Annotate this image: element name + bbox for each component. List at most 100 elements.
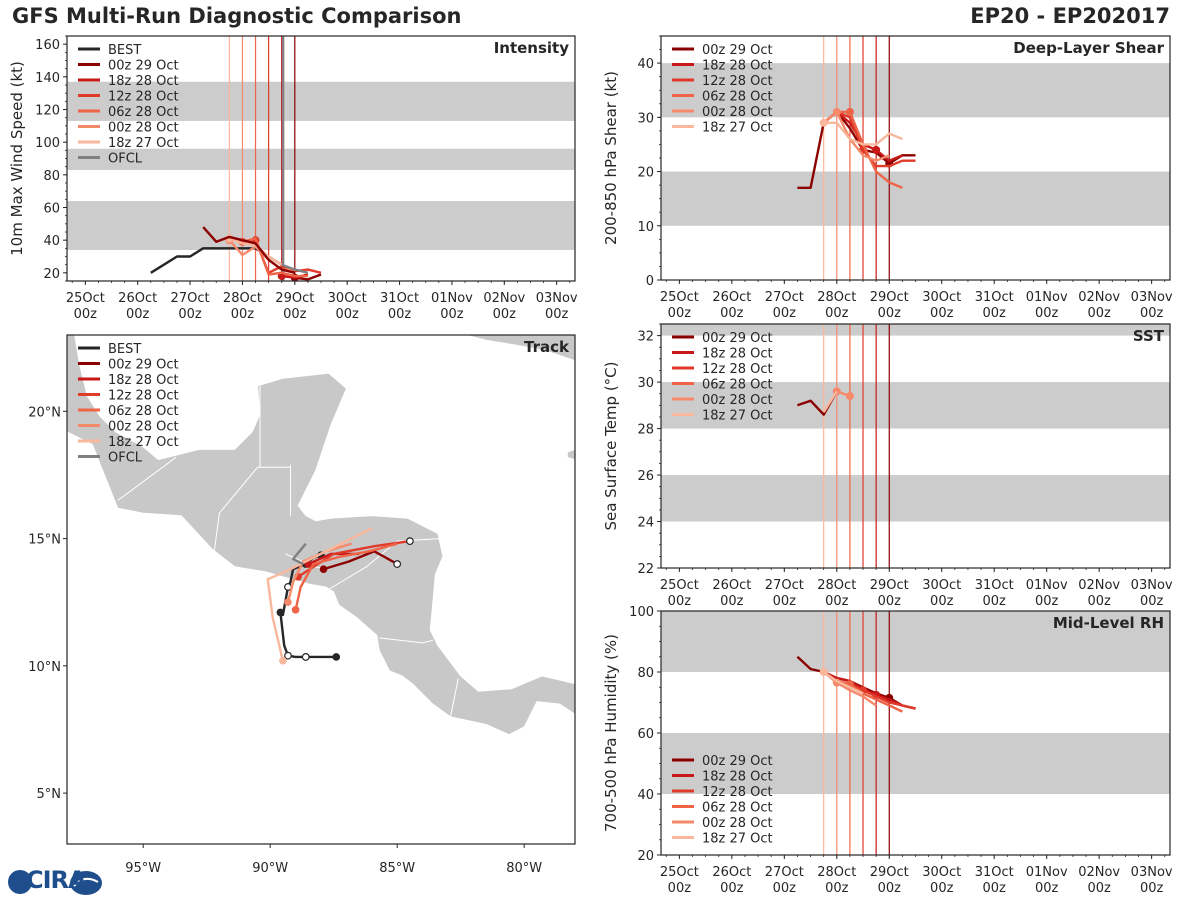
y-tick-label: 160 [35,38,60,53]
panel-frame [660,35,1171,281]
x-tick-label: 03Nov [1131,865,1173,880]
x-tick-label: 00z [720,881,744,896]
x-tick-label: 28Oct [817,578,856,593]
legend-label: 00z 29 Oct [702,754,773,769]
x-tick-label: 00z [983,306,1007,321]
x-tick-label: 00z [440,307,464,322]
x-tick-label: 00z [668,306,692,321]
series-line [281,263,309,274]
y-axis-label: 10m Max Wind Speed (kt) [8,61,26,256]
series-marker [872,145,881,154]
track-line [323,550,398,571]
figure-title: GFS Multi-Run Diagnostic Comparison [12,4,462,28]
x-tick-label: 31Oct [975,578,1014,593]
shaded-band [67,81,575,121]
x-tick-label: 31Oct [380,291,419,306]
x-tick-label: 00z [773,881,797,896]
border-line [213,466,291,552]
shaded-band [661,324,1170,336]
track-point [319,565,328,573]
shaded-band [661,171,1170,226]
x-tick-label: 01Nov [1026,290,1068,305]
legend-label: 18z 28 Oct [702,59,773,74]
y-tick-label: 0 [646,274,654,289]
x-tick-label: 28Oct [817,290,856,305]
panel-title: Track [524,338,570,356]
legend-label: 18z 28 Oct [702,347,773,362]
panel-frame [660,610,1171,856]
x-tick-label: 26Oct [712,578,751,593]
x-tick-label: 00z [126,307,150,322]
panel-title: Deep-Layer Shear [1013,39,1164,57]
x-tick-label: 00z [878,881,902,896]
x-tick-label: 00z [983,881,1007,896]
panel-track: 95°W 90°W 85°W 80°W 5°N 10°N 15°N 20°N Track BEST… [28,334,576,876]
legend-label: 12z 28 Oct [702,74,773,89]
series-line [797,110,916,190]
x-tick-label: 00z [178,307,202,322]
shaded-band [661,382,1170,429]
x-tick-label: 00z [283,307,307,322]
panel-intensity: 2040608010012014016025Oct00z26Oct00z27Oc… [8,35,578,322]
panel-frame [66,35,576,282]
legend-label: 12z 28 Oct [108,389,179,404]
legend-label: 00z 28 Oct [702,393,773,408]
panel-title: SST [1133,327,1165,345]
legend-label: 18z 27 Oct [702,121,773,136]
legend-label: 00z 28 Oct [108,121,179,136]
cira-logo: CIRA [6,866,106,898]
y-tick-label: 30 [637,111,654,126]
track-point [276,608,285,617]
track-line [266,527,373,662]
shaded-band [67,200,575,250]
x-tick-label: 00z [720,306,744,321]
x-tick-label: 00z [1087,306,1111,321]
x-tick-label: 26Oct [712,290,751,305]
legend-label: 00z 28 Oct [702,816,773,831]
shaded-band [661,63,1170,118]
legend-label: OFCL [108,451,143,466]
legend-label: 18z 27 Oct [702,832,773,847]
x-tick-label: 95°W [125,861,161,876]
series-line [294,273,322,281]
x-tick-label: 25Oct [660,865,699,880]
legend-label: 00z 28 Oct [108,420,179,435]
x-tick-label: 00z [930,594,954,609]
x-tick-label: 00z [825,594,849,609]
border-line [328,538,441,590]
shaded-band [661,733,1170,794]
x-tick-label: 00z [1035,594,1059,609]
track-point-hollow [301,653,310,661]
land-jamaica [567,449,575,461]
track-line [297,539,411,578]
border-line [379,637,433,644]
series-line [823,121,903,146]
legend-label: 18z 27 Oct [108,136,179,151]
x-tick-label: 00z [231,307,255,322]
track-point [291,606,300,614]
y-tick-label: 100 [35,136,60,151]
x-tick-label: 00z [335,307,359,322]
x-tick-label: 25Oct [660,290,699,305]
legend-label: 00z 29 Oct [702,331,773,346]
x-tick-label: 03Nov [1131,578,1173,593]
panel-frame [660,323,1171,569]
x-tick-label: 00z [668,594,692,609]
legend-label: 18z 27 Oct [702,409,773,424]
panel-shear: 01020304025Oct00z26Oct00z27Oct00z28Oct00… [602,35,1173,321]
y-tick-label: 20 [637,849,654,864]
x-tick-label: 00z [668,881,692,896]
y-tick-label: 10°N [28,660,61,675]
x-tick-label: 03Nov [1131,290,1173,305]
y-tick-label: 15°N [28,533,61,548]
legend-label: 12z 28 Oct [702,362,773,377]
x-tick-label: 02Nov [1078,290,1120,305]
x-tick-label: 80°W [506,861,542,876]
series-line [242,237,308,278]
x-tick-label: 00z [1140,306,1164,321]
panel-title: Intensity [494,39,570,57]
y-tick-label: 80 [637,666,654,681]
y-tick-label: 60 [637,727,654,742]
series-marker [832,107,841,116]
x-tick-label: 29Oct [275,291,314,306]
